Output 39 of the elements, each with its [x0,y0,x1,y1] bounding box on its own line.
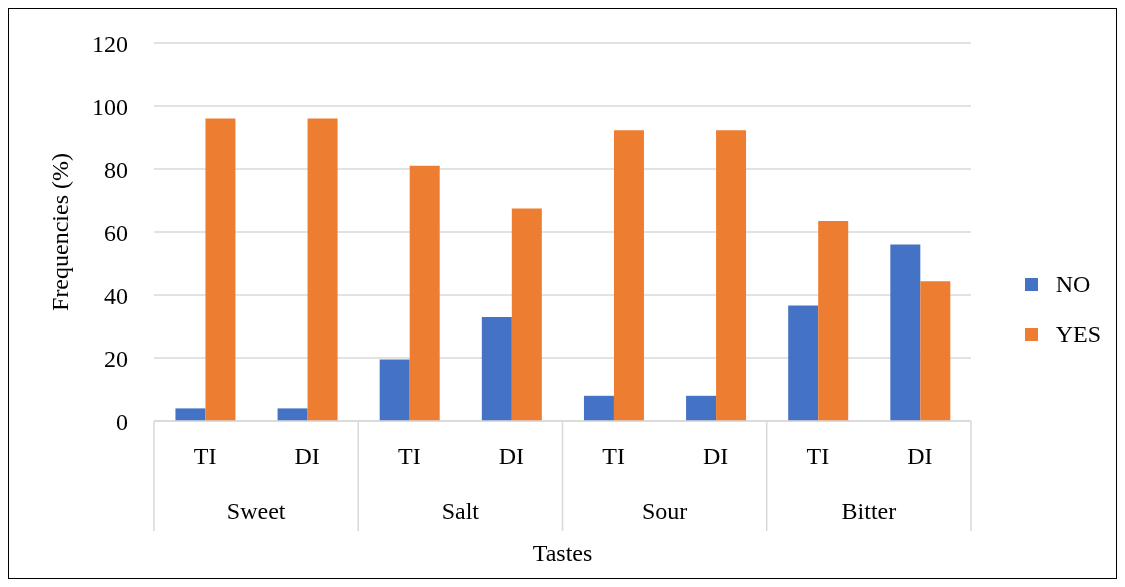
bar [511,208,542,421]
x-tick-label: DI [498,443,525,469]
bar [481,317,512,421]
text: Sour [641,498,688,524]
y-axis-title: Frequencies (%) [46,153,73,311]
text: Salt [441,498,480,524]
y-tick-label: 20 [104,345,128,372]
y-tick-label: 60 [104,219,128,246]
bar [205,118,236,421]
bar [379,359,410,421]
y-tick-label: 80 [104,156,128,183]
legend-label: NO [1055,270,1091,298]
y-tick-label: 40 [104,282,128,309]
text: Sweet [226,498,286,524]
x-tick-label: TI [806,443,830,469]
bar [890,244,921,421]
legend-label: YES [1055,320,1101,348]
y-tick-label: 120 [92,30,128,57]
x-tick-label: TI [193,443,217,469]
y-tick-label: 100 [92,93,128,120]
bar [277,408,308,421]
x-axis-title: Tastes [532,540,593,566]
bar [788,305,819,421]
bar [613,130,644,421]
bar [175,408,206,421]
bar [583,395,614,421]
bar [818,220,849,421]
bar [920,281,951,421]
y-tick-label: 0 [116,408,128,435]
x-tick-label: TI [602,443,625,469]
bar [307,118,338,421]
x-tick-label: DI [907,443,933,469]
bar [686,395,717,421]
x-tick-label: DI [294,443,320,469]
text: Bitter [841,498,897,524]
x-tick-label: DI [703,443,729,469]
x-tick-label: TI [397,443,421,469]
bar [409,165,440,421]
bar [716,130,747,421]
